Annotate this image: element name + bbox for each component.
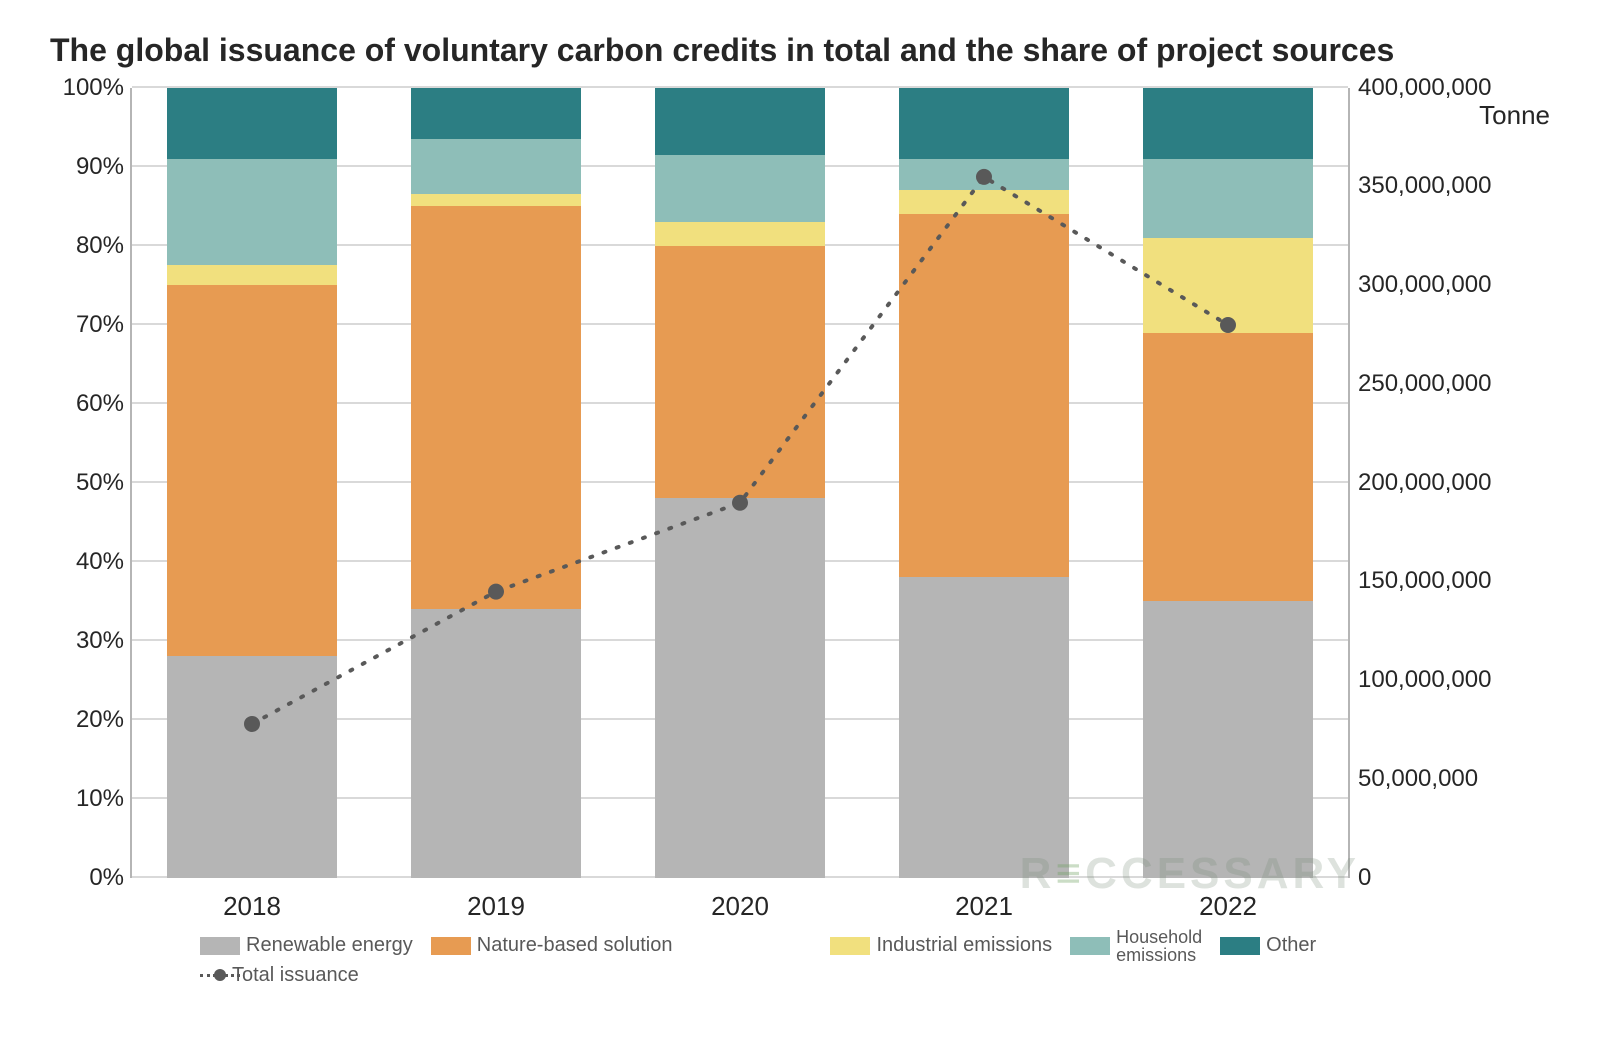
y1-tick-label: 40% <box>54 548 124 576</box>
bar-segment-other <box>411 88 582 139</box>
bar-segment-nature <box>167 285 338 656</box>
bar-segment-renewable <box>167 656 338 877</box>
y1-tick-label: 70% <box>54 311 124 339</box>
bar-segment-industrial <box>411 194 582 206</box>
legend-swatch <box>830 937 870 955</box>
bar-segment-other <box>1143 88 1314 159</box>
bar-segment-industrial <box>655 222 826 246</box>
bar-segment-renewable <box>899 577 1070 877</box>
legend-label: Renewable energy <box>246 934 413 957</box>
bar-segment-nature <box>1143 333 1314 602</box>
legend-label: Industrial emissions <box>876 934 1052 957</box>
legend-line-swatch <box>200 969 226 981</box>
y2-tick-label: 400,000,000 <box>1358 74 1548 102</box>
y1-tick-label: 30% <box>54 627 124 655</box>
y1-tick-label: 20% <box>54 706 124 734</box>
y2-tick-label: 100,000,000 <box>1358 666 1548 694</box>
x-tick-label: 2019 <box>467 891 525 922</box>
plot-area: 0%10%20%30%40%50%60%70%80%90%100%050,000… <box>130 88 1350 878</box>
bar-column: 2022 <box>1143 88 1314 878</box>
x-tick-label: 2021 <box>955 891 1013 922</box>
legend-label: Other <box>1266 934 1316 957</box>
legend-label: Total issuance <box>232 964 359 987</box>
bar-segment-industrial <box>167 265 338 285</box>
x-tick-label: 2018 <box>223 891 281 922</box>
bar-segment-nature <box>655 246 826 499</box>
bar-segment-household <box>1143 159 1314 238</box>
legend-swatch <box>431 937 471 955</box>
bar-segment-nature <box>899 214 1070 577</box>
bar-segment-other <box>899 88 1070 159</box>
y2-tick-label: 300,000,000 <box>1358 271 1548 299</box>
legend-item-industrial: Industrial emissions <box>830 934 1052 957</box>
y1-tick-label: 60% <box>54 390 124 418</box>
legend-item-nature: Nature-based solution <box>431 934 673 957</box>
y1-tick-label: 80% <box>54 232 124 260</box>
legend-item-household: Householdemissions <box>1070 928 1202 964</box>
legend-label: Nature-based solution <box>477 934 673 957</box>
bar-segment-industrial <box>899 190 1070 214</box>
y1-tick-label: 0% <box>54 864 124 892</box>
y2-tick-label: 250,000,000 <box>1358 370 1548 398</box>
legend-item-total-issuance: Total issuance <box>200 964 359 987</box>
bar-segment-renewable <box>1143 601 1314 878</box>
x-tick-label: 2020 <box>711 891 769 922</box>
y2-unit-label: Tonne <box>1479 100 1550 131</box>
bar-segment-other <box>655 88 826 155</box>
legend-item-other: Other <box>1220 934 1316 957</box>
x-tick-label: 2022 <box>1199 891 1257 922</box>
bar-segment-renewable <box>655 498 826 877</box>
y1-tick-label: 50% <box>54 469 124 497</box>
bars-layer: 2018 2019 2020 2021 2022 <box>130 88 1350 878</box>
bar-segment-renewable <box>411 609 582 878</box>
bar-column: 2019 <box>411 88 582 878</box>
y1-tick-label: 10% <box>54 785 124 813</box>
y2-tick-label: 150,000,000 <box>1358 567 1548 595</box>
bar-column: 2020 <box>655 88 826 878</box>
bar-segment-industrial <box>1143 238 1314 333</box>
y1-tick-label: 100% <box>54 74 124 102</box>
legend-label: Householdemissions <box>1116 928 1202 964</box>
bar-segment-household <box>167 159 338 266</box>
y2-tick-label: 0 <box>1358 864 1548 892</box>
bar-segment-other <box>167 88 338 159</box>
y2-tick-label: 200,000,000 <box>1358 469 1548 497</box>
legend: Renewable energy Nature-based solution Ind… <box>200 928 1350 987</box>
chart-container: The global issuance of voluntary carbon … <box>0 0 1600 1059</box>
y1-tick-label: 90% <box>54 153 124 181</box>
bar-segment-nature <box>411 206 582 609</box>
bar-segment-household <box>899 159 1070 191</box>
legend-swatch <box>200 937 240 955</box>
legend-item-renewable: Renewable energy <box>200 934 413 957</box>
legend-swatch <box>1070 937 1110 955</box>
bar-column: 2021 <box>899 88 1070 878</box>
y2-tick-label: 350,000,000 <box>1358 172 1548 200</box>
y2-tick-label: 50,000,000 <box>1358 765 1548 793</box>
bar-segment-household <box>411 139 582 194</box>
chart-title: The global issuance of voluntary carbon … <box>40 30 1560 72</box>
bar-column: 2018 <box>167 88 338 878</box>
legend-swatch <box>1220 937 1260 955</box>
bar-segment-household <box>655 155 826 222</box>
